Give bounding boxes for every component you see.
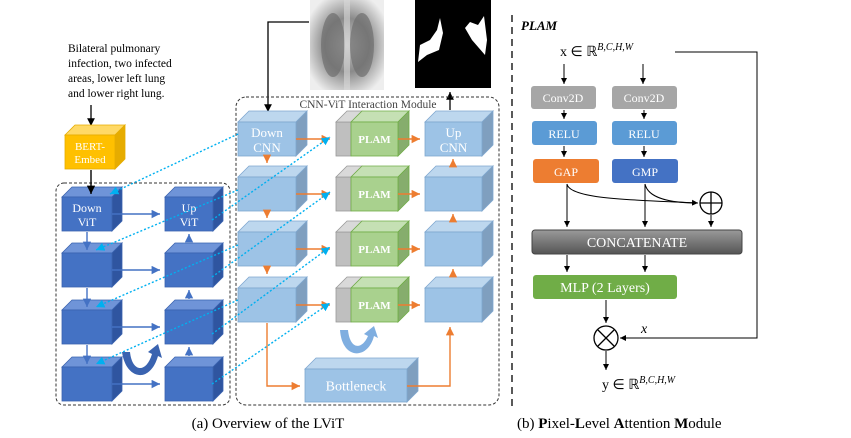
vit-to-cnn-link: [211, 136, 331, 221]
arrow: [266, 323, 300, 391]
plam-detail: PLAM x ∈ ℝB,C,H,W Conv2D Conv2D RELU REL…: [517, 18, 758, 432]
gap-label: GAP: [554, 165, 578, 179]
plam-input-slab: [335, 121, 352, 157]
vit-frame: [55, 182, 231, 406]
plam-block: PLAM: [350, 220, 410, 267]
text-line: infection, two infected: [68, 58, 172, 70]
clinical-text: Bilateral pulmonary infection, two infec…: [68, 43, 172, 100]
conv2d-block-1: [531, 86, 596, 109]
gap-block: [533, 159, 599, 183]
mlp-label: MLP (2 Layers): [560, 281, 650, 296]
concatenate-block: [531, 229, 743, 255]
plam-input-slab: [335, 287, 352, 323]
cnn-up-block: [424, 276, 494, 323]
xray-image: [310, 0, 384, 90]
cnn-vit-interaction-frame: [235, 96, 500, 406]
plam-block: PLAM: [350, 165, 410, 212]
vit-up-block: [164, 299, 224, 345]
gmp-block: [612, 159, 678, 183]
conv2d-label: Conv2D: [543, 91, 584, 105]
arrow: [407, 327, 455, 387]
vit-down-block-label: Down: [72, 201, 101, 215]
bottleneck-block-label: Bottleneck: [326, 379, 387, 394]
relu-label: RELU: [628, 127, 660, 141]
vit-to-cnn-link: [211, 191, 331, 278]
curved-arrow-icon: [122, 344, 162, 376]
vit-up-block: [164, 242, 224, 288]
conv2d-label: Conv2D: [624, 91, 665, 105]
text-line: and lower right lung.: [68, 88, 165, 100]
vit-down-block-label: ViT: [78, 215, 97, 229]
bert-embed-block: BERT-Embed: [64, 124, 126, 170]
plam-input-slab: [335, 176, 352, 212]
plam-block: PLAM: [350, 276, 410, 323]
relu-block-2: [612, 121, 677, 145]
plam-block-label: PLAM: [358, 244, 391, 256]
input-label: x ∈ ℝB,C,H,W: [560, 42, 635, 60]
cnn-up-block: [424, 165, 494, 212]
text-line: areas, lower left lung: [68, 73, 165, 85]
plam-title: PLAM: [521, 18, 558, 33]
vit-up-block: [164, 356, 224, 402]
caption-b: (b) Pixel-Level Attention Module: [517, 416, 722, 432]
cnn-to-vit-link: [95, 299, 239, 365]
plam-block: PLAM: [350, 110, 410, 157]
vit-to-cnn-link: [211, 246, 331, 335]
concatenate-label: CONCATENATE: [587, 236, 687, 251]
caption-a: (a) Overview of the LViT: [192, 416, 345, 432]
cnn-to-vit-link: [95, 189, 239, 251]
cnn-to-vit-link: [109, 133, 239, 195]
curved-arrow-icon: [340, 326, 378, 354]
vit-down-block: [61, 356, 123, 402]
bottleneck-block: Bottleneck: [304, 357, 419, 403]
vit-up-block-label: ViT: [180, 215, 199, 229]
cnn-up-block: [424, 220, 494, 267]
cnn-down-block-label: CNN: [253, 140, 281, 155]
cnn-up-block-label: Up: [446, 125, 462, 140]
plam-block-label: PLAM: [358, 300, 391, 312]
conv2d-block-2: [612, 86, 677, 109]
segmentation-mask: [415, 0, 491, 88]
residual-x-label: x: [640, 322, 648, 337]
output-label: y ∈ ℝB,C,H,W: [602, 375, 677, 393]
text-line: Bilateral pulmonary: [68, 43, 161, 55]
cnn-up-block-label: CNN: [440, 140, 468, 155]
bert-embed-block-label: BERT-: [75, 141, 105, 153]
plam-block-label: PLAM: [358, 134, 391, 146]
cnn-down-block: [237, 165, 308, 212]
interaction-module-label: CNN-ViT Interaction Module: [299, 99, 436, 111]
plam-block-label: PLAM: [358, 189, 391, 201]
cnn-down-block-label: Down: [251, 125, 283, 140]
bert-embed-block-label: Embed: [74, 154, 106, 166]
mlp-block: [533, 275, 677, 299]
gmp-label: GMP: [632, 165, 658, 179]
plam-input-slab: [335, 231, 352, 267]
vit-up-block-label: Up: [182, 201, 197, 215]
vit-down-block: [61, 299, 123, 345]
relu-block-1: [532, 121, 597, 145]
cnn-down-block: [237, 220, 308, 267]
relu-label: RELU: [548, 127, 580, 141]
cnn-to-vit-link: [95, 244, 239, 308]
vit-down-block: [61, 242, 123, 288]
cnn-down-block: [237, 276, 308, 323]
